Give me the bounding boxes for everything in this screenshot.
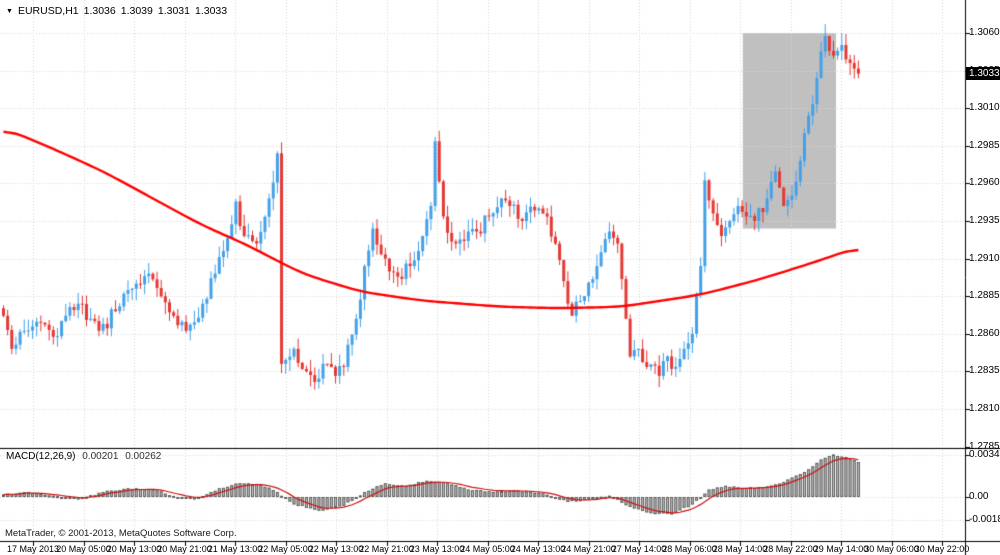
copyright-notice: MetaTrader, © 2001-2013, MetaQuotes Soft… (5, 528, 237, 539)
symbol-dropdown-icon: ▼ (6, 7, 13, 15)
price-tick-label: 1.2985 (969, 139, 1000, 151)
price-tick-label: 1.2885 (969, 290, 1000, 302)
time-axis-label: 21 May 13:00 (207, 544, 263, 554)
macd-tick-label: 0.0034 (969, 448, 1000, 460)
price-tick-label: 1.2860 (969, 327, 1000, 339)
time-axis-label: 24 May 05:00 (460, 544, 515, 554)
time-axis-label: 22 May 13:00 (308, 544, 364, 554)
macd-name: MACD(12,26,9) (6, 451, 76, 462)
time-axis-label: 28 May 22:00 (763, 544, 818, 554)
symbol-timeframe: EURUSD,H1 (17, 5, 79, 17)
macd-value: 0.00201 (82, 451, 119, 462)
time-axis-label: 17 May 2013 (6, 544, 60, 554)
chart-header: ▼ EURUSD,H1 1.3036 1.3039 1.3031 1.3033 (6, 5, 232, 17)
price-tick-label: 1.3010 (969, 102, 1000, 114)
time-axis-label: 24 May 13:00 (510, 544, 566, 554)
current-price-tag: 1.3033 (966, 66, 1000, 80)
time-axis-label: 20 May 13:00 (106, 544, 162, 554)
time-axis-label: 28 May 06:00 (662, 544, 717, 554)
time-axis-label: 30 May 22:00 (914, 544, 970, 554)
time-axis-label: 22 May 05:00 (258, 544, 313, 554)
price-tick-label: 1.2835 (969, 365, 1000, 377)
price-tick-label: 1.2960 (969, 177, 1000, 189)
quote-open: 1.3036 (83, 5, 116, 17)
quote-low: 1.3031 (157, 5, 190, 17)
time-axis-label: 22 May 21:00 (359, 544, 414, 554)
time-axis-label: 29 May 14:00 (813, 544, 869, 554)
time-axis-label: 20 May 05:00 (56, 544, 111, 554)
price-tick-label: 1.3060 (969, 27, 1000, 38)
time-axis-label: 30 May 06:00 (864, 544, 919, 554)
macd-signal-value: 0.00262 (125, 451, 162, 462)
time-axis-label: 24 May 21:00 (561, 544, 616, 554)
macd-indicator-label: MACD(12,26,9) 0.00201 0.00262 (6, 451, 161, 462)
time-axis-label: 27 May 14:00 (611, 544, 667, 554)
price-tick-label: 1.2810 (969, 403, 1000, 414)
macd-tick-label: -0.0018 (969, 513, 1000, 525)
time-axis-label: 28 May 14:00 (712, 544, 768, 554)
price-tick-label: 1.2910 (969, 252, 1000, 264)
time-axis-label: 23 May 13:00 (409, 544, 465, 554)
time-axis-label: 20 May 21:00 (157, 544, 212, 554)
price-tick-label: 1.2785 (969, 440, 1000, 452)
quote-high: 1.3039 (120, 5, 153, 17)
quote-close: 1.3033 (195, 5, 228, 17)
price-tick-label: 1.2935 (969, 215, 1000, 226)
macd-tick-label: 0.00 (969, 491, 989, 502)
